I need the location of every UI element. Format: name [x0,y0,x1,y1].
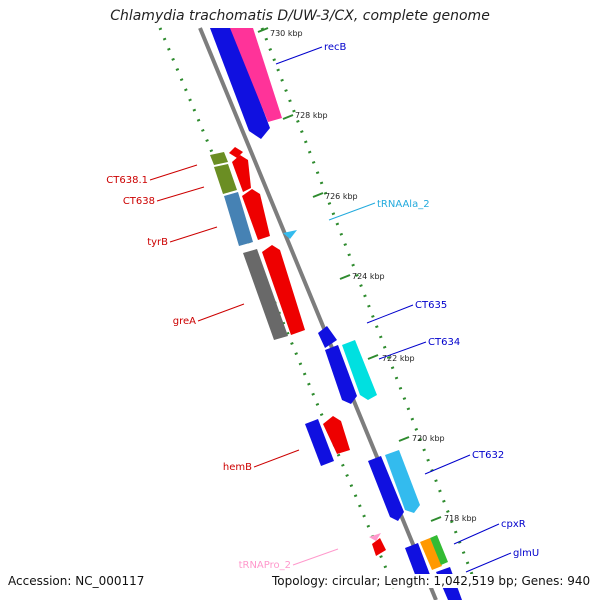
gene-red-tiny[interactable] [229,147,243,158]
gene-label-grea[interactable]: greA [173,316,196,327]
gene-recb-blue[interactable] [210,28,270,139]
label-leader-line [275,46,323,65]
gene-hemb[interactable] [305,419,334,466]
gene-glmu-orange[interactable] [420,538,442,570]
gene-red-long[interactable] [262,245,305,335]
outer-dotted-track [158,27,397,591]
gene-label-trnapro_2[interactable]: tRNAPro_2 [239,560,291,571]
gene-red-a[interactable] [232,155,251,192]
label-leader-line [149,164,198,181]
gene-label-trnaala_2[interactable]: tRNAAla_2 [377,199,430,210]
gene-glmu-green[interactable] [430,535,448,565]
label-leader-line [465,552,512,573]
tick-mark [367,354,379,360]
tick-label: 722 kbp [382,354,415,363]
accession-text: Accession: NC_000117 [8,574,145,588]
trna-pro-2-marker[interactable] [369,533,381,541]
label-leader-line [453,523,500,545]
gene-label-ct632[interactable]: CT632 [472,450,504,461]
gene-label-ct638[interactable]: CT638 [123,196,155,207]
gene-hemb-red[interactable] [323,416,350,454]
gene-ct635[interactable] [318,326,337,348]
genome-stats-text: Topology: circular; Length: 1,042,519 bp… [272,574,593,588]
gene-recb-pink[interactable] [230,28,282,122]
tick-label: 726 kbp [325,192,358,201]
label-leader-line [169,226,218,243]
trna-ala-2-marker[interactable] [283,230,297,239]
tick-label: 718 kbp [444,514,477,523]
inner-dotted-track [260,27,480,591]
gene-ct632[interactable] [385,450,420,513]
tick-label: 724 kbp [352,272,385,281]
label-leader-line [424,454,471,475]
gene-ct634[interactable] [325,345,357,404]
gene-ct634-cyan[interactable] [342,340,377,400]
gene-label-ct638.1[interactable]: CT638.1 [106,175,148,186]
gene-label-ct635[interactable]: CT635 [415,300,447,311]
label-leader-line [378,341,427,360]
gene-olive-small[interactable] [210,152,228,165]
gene-grea[interactable] [243,249,288,340]
label-leader-line [156,186,205,202]
tick-label: 720 kbp [412,434,445,443]
page-title: Chlamydia trachomatis D/UW-3/CX, complet… [110,8,490,24]
label-leader-line [197,303,245,322]
gene-label-hemb[interactable]: hemB [223,462,252,473]
tick-label: 730 kbp [270,29,303,38]
tick-mark [282,114,294,120]
tick-mark [312,192,324,198]
tick-mark [430,516,442,522]
label-leader-line [292,548,339,566]
tick-mark [257,27,269,33]
gene-label-tyrb[interactable]: tyrB [147,237,168,248]
gene-label-recb[interactable]: recB [324,42,347,53]
gene-ct638.1[interactable] [214,164,237,194]
label-leader-line [328,202,376,221]
gene-ct638[interactable] [224,192,253,246]
tick-mark [339,274,351,280]
tick-label: 728 kbp [295,111,328,120]
label-leader-line [366,304,414,324]
gene-label-ct634[interactable]: CT634 [428,337,460,348]
label-leader-line [253,449,300,468]
gene-red-bottom[interactable] [372,538,386,556]
gene-tyrb[interactable] [242,189,270,240]
gene-ct632-blue[interactable] [368,456,404,521]
gene-label-glmu[interactable]: glmU [513,548,539,559]
gene-label-cpxr[interactable]: cpxR [501,519,526,530]
tick-mark [398,436,410,442]
